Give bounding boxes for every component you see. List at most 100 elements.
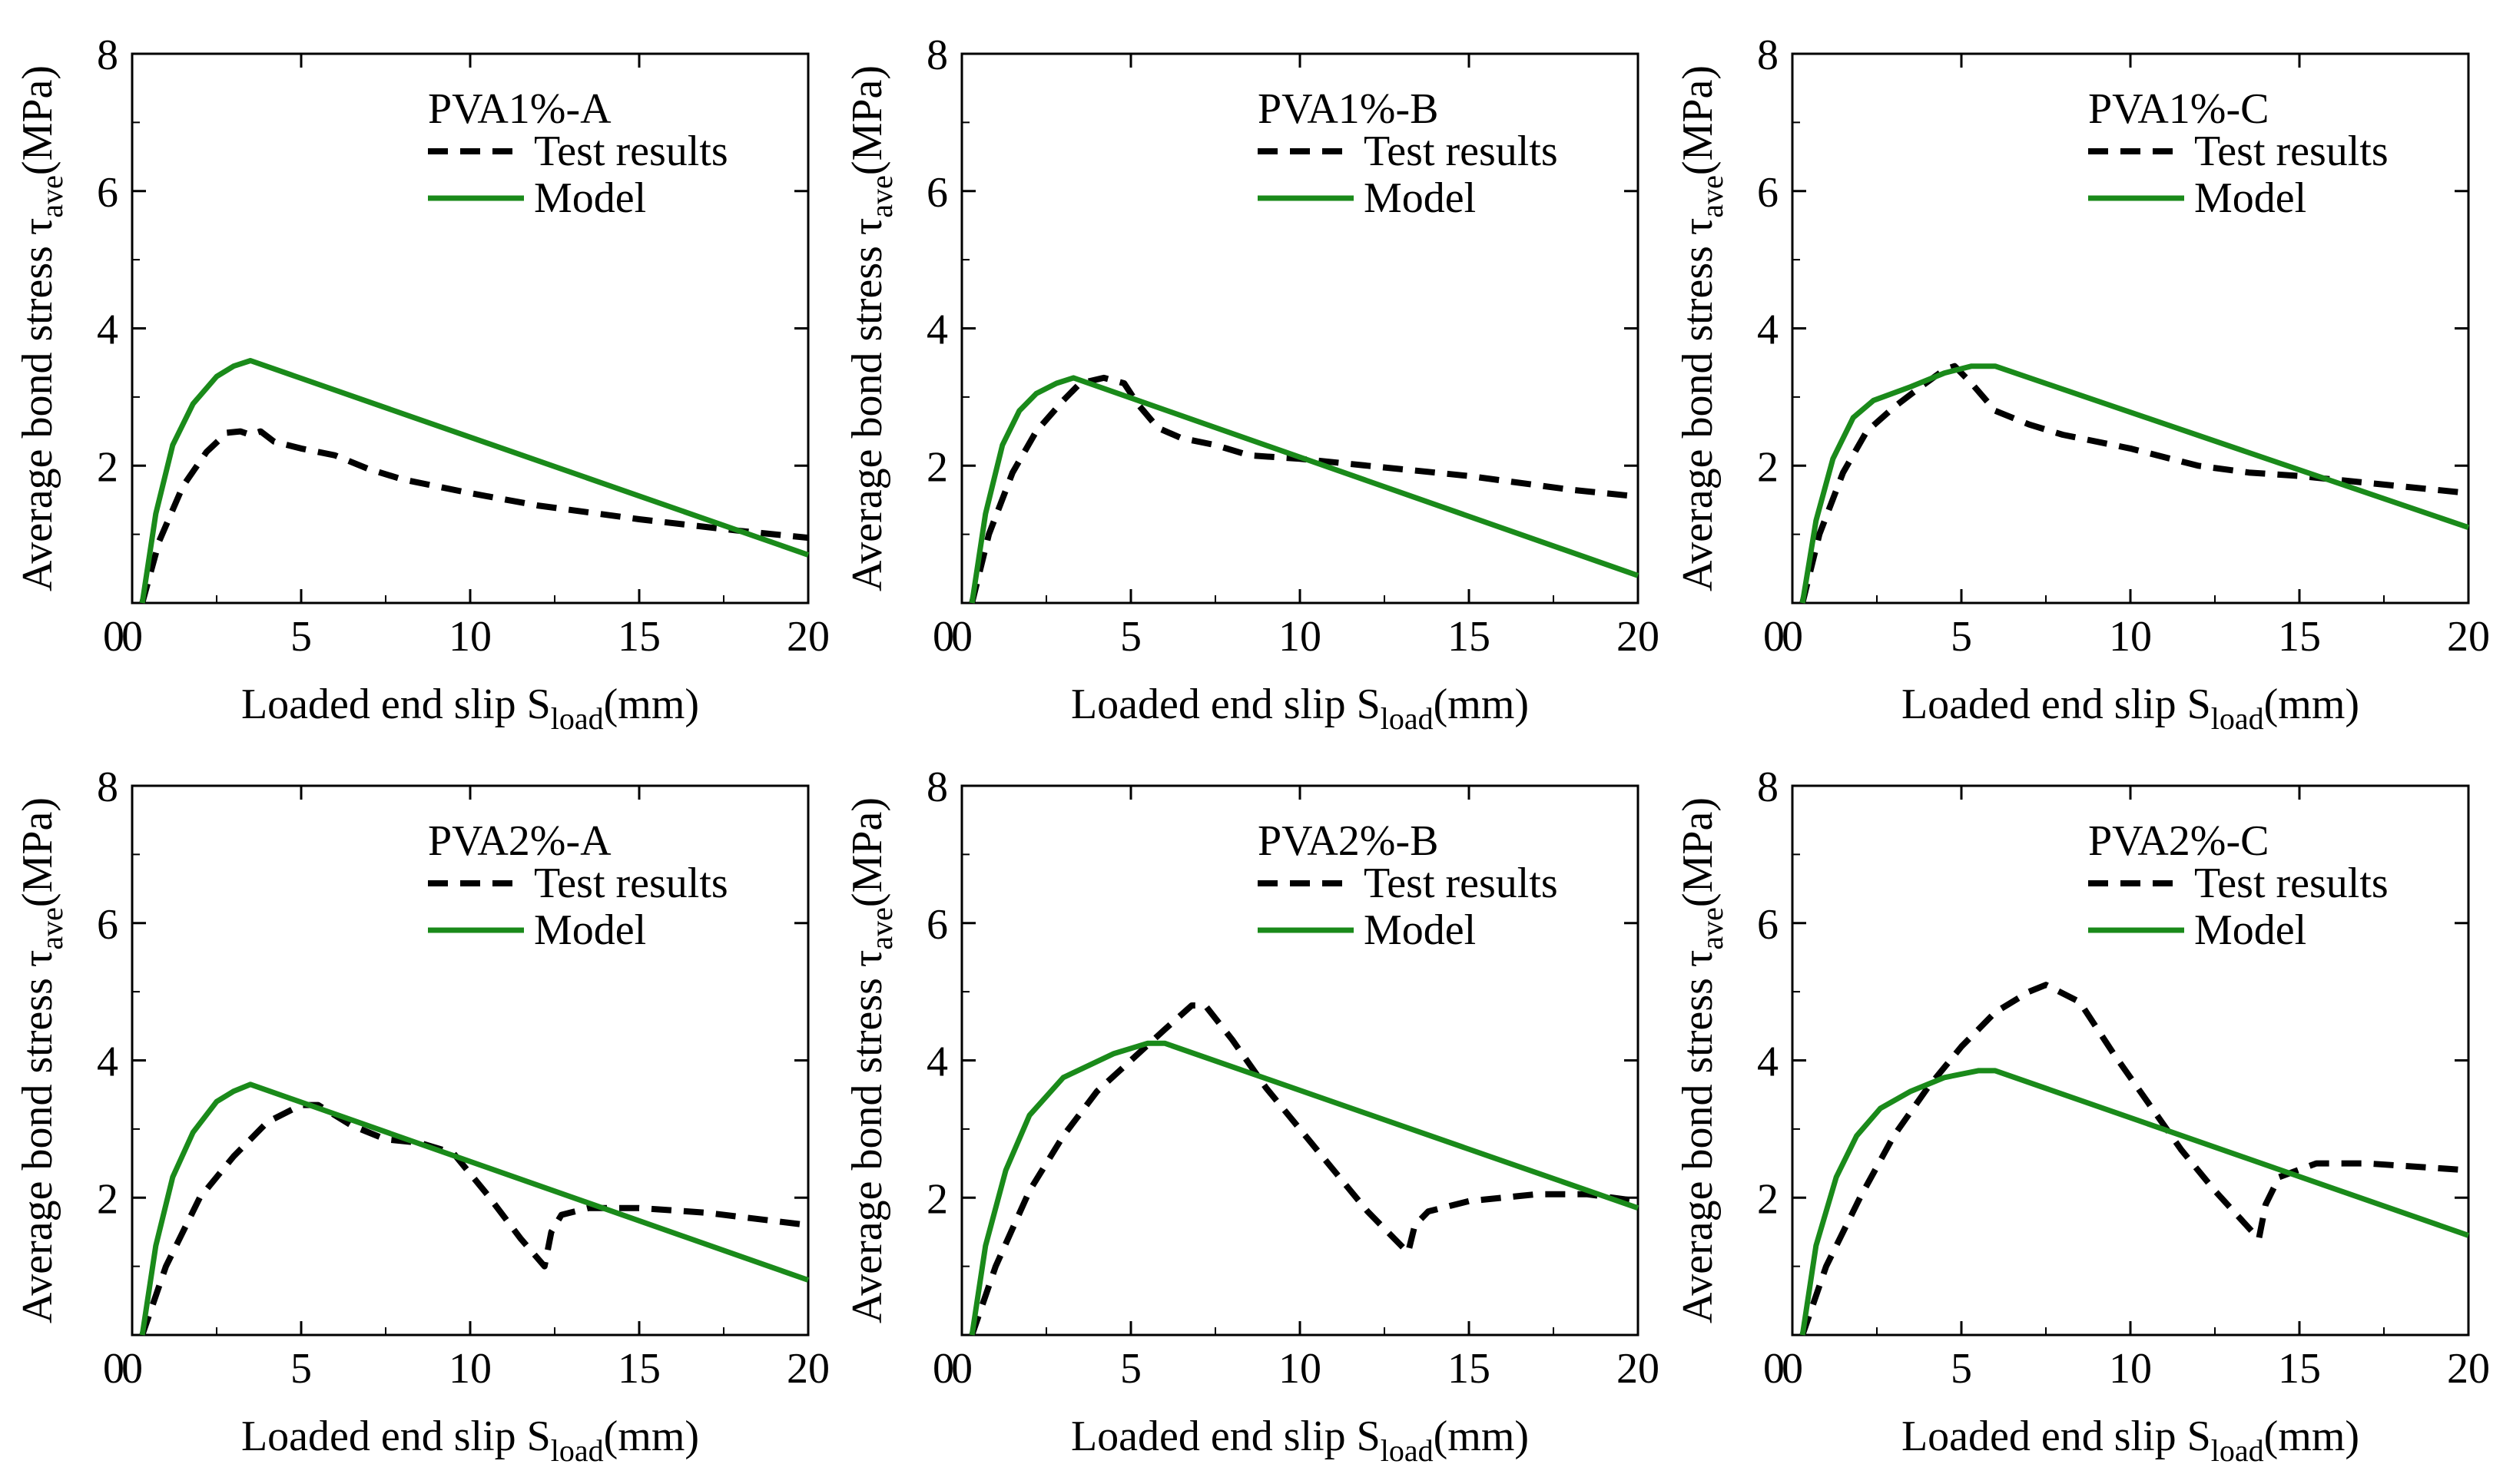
chart-panel-1: 0 5 10 15 20 0 2 4 6 8 Loaded end slip Sload(mm) Av… bbox=[14, 31, 830, 736]
y-tick-label: 8 bbox=[97, 764, 118, 811]
x-tick-label: 0 bbox=[121, 1345, 143, 1393]
legend-model-label: Model bbox=[2194, 174, 2306, 222]
x-tick-label: 10 bbox=[1278, 1345, 1321, 1393]
panel-title: PVA1%-B bbox=[1258, 85, 1438, 133]
model-line bbox=[1799, 1068, 2470, 1336]
y-tick-label: 4 bbox=[97, 1038, 118, 1086]
x-tick-label: 0 bbox=[121, 613, 143, 661]
y-tick-label: 2 bbox=[927, 443, 948, 491]
panel-title: PVA1%-A bbox=[428, 85, 612, 133]
y-tick-label: 4 bbox=[1757, 306, 1779, 354]
x-tick-label: 10 bbox=[1278, 613, 1321, 661]
chart-panel-3: 0 5 10 15 20 0 2 4 6 8 Loaded end slip Sload(mm) Av… bbox=[1674, 31, 2490, 736]
origin-label: 0 bbox=[1763, 613, 1785, 661]
x-tick-label: 5 bbox=[1120, 1345, 1142, 1393]
model-line bbox=[139, 358, 810, 604]
x-tick-label: 10 bbox=[449, 613, 492, 661]
model-line bbox=[139, 1082, 810, 1336]
y-tick-label: 2 bbox=[1757, 443, 1779, 491]
x-tick-label: 15 bbox=[2278, 613, 2321, 661]
x-tick-label: 10 bbox=[2109, 1345, 2152, 1393]
chart-panel-6: 0 5 10 15 20 0 2 4 6 8 Loaded end slip Sload(mm) Av… bbox=[1674, 764, 2490, 1468]
origin-label: 0 bbox=[933, 1345, 954, 1393]
panel-title: PVA2%-C bbox=[2088, 817, 2269, 865]
x-tick-label: 5 bbox=[1120, 613, 1142, 661]
y-axis-label: Average bond stress τave(MPa) bbox=[844, 797, 899, 1323]
y-tick-label: 8 bbox=[1757, 764, 1779, 811]
x-tick-label: 15 bbox=[2278, 1345, 2321, 1393]
x-tick-label: 10 bbox=[2109, 613, 2152, 661]
y-axis-label: Average bond stress τave(MPa) bbox=[14, 65, 69, 591]
y-tick-label: 2 bbox=[927, 1175, 948, 1223]
x-axis-label: Loaded end slip Sload(mm) bbox=[1071, 1413, 1529, 1468]
x-tick-label: 20 bbox=[1616, 613, 1659, 661]
y-tick-label: 4 bbox=[927, 306, 948, 354]
y-tick-label: 2 bbox=[1757, 1175, 1779, 1223]
y-tick-label: 2 bbox=[97, 1175, 118, 1223]
test-results-line bbox=[1799, 982, 2469, 1337]
y-tick-label: 6 bbox=[1757, 169, 1779, 217]
test-results-line bbox=[969, 1002, 1639, 1337]
legend-test-label: Test results bbox=[2194, 128, 2389, 175]
x-tick-label: 5 bbox=[1951, 1345, 1972, 1393]
y-tick-label: 8 bbox=[97, 31, 118, 79]
origin-label: 0 bbox=[1763, 1345, 1785, 1393]
origin-label: 0 bbox=[103, 1345, 124, 1393]
y-tick-label: 4 bbox=[1757, 1038, 1779, 1086]
legend-test-label: Test results bbox=[534, 860, 728, 907]
y-tick-label: 8 bbox=[927, 764, 948, 811]
x-axis-label: Loaded end slip Sload(mm) bbox=[1901, 1413, 2359, 1468]
y-tick-label: 8 bbox=[927, 31, 948, 79]
test-results-line bbox=[1799, 363, 2469, 604]
chart-panel-4: 0 5 10 15 20 0 2 4 6 8 Loaded end slip Sload(mm) Av… bbox=[14, 764, 830, 1468]
origin-label: 0 bbox=[103, 613, 124, 661]
chart-panel-5: 0 5 10 15 20 0 2 4 6 8 Loaded end slip Sload(mm) Av… bbox=[844, 764, 1659, 1468]
x-tick-label: 10 bbox=[449, 1345, 492, 1393]
y-tick-label: 6 bbox=[97, 169, 118, 217]
x-tick-label: 15 bbox=[1447, 1345, 1490, 1393]
x-tick-label: 5 bbox=[290, 613, 312, 661]
x-axis-label: Loaded end slip Sload(mm) bbox=[241, 1413, 699, 1468]
y-tick-label: 2 bbox=[97, 443, 118, 491]
x-tick-label: 20 bbox=[2447, 1345, 2490, 1393]
x-tick-label: 0 bbox=[951, 613, 973, 661]
test-results-line bbox=[969, 374, 1639, 604]
x-tick-label: 5 bbox=[1951, 613, 1972, 661]
x-tick-label: 20 bbox=[787, 1345, 830, 1393]
y-tick-label: 6 bbox=[927, 169, 948, 217]
x-tick-label: 0 bbox=[1782, 1345, 1803, 1393]
origin-label: 0 bbox=[933, 613, 954, 661]
y-tick-label: 6 bbox=[927, 901, 948, 949]
legend-model-label: Model bbox=[1364, 906, 1476, 954]
legend-test-label: Test results bbox=[534, 128, 728, 175]
y-axis-label: Average bond stress τave(MPa) bbox=[14, 797, 69, 1323]
y-tick-label: 8 bbox=[1757, 31, 1779, 79]
legend-model-label: Model bbox=[1364, 174, 1476, 222]
x-tick-label: 15 bbox=[618, 1345, 661, 1393]
model-line bbox=[969, 375, 1639, 604]
legend-model-label: Model bbox=[534, 906, 646, 954]
y-axis-label: Average bond stress τave(MPa) bbox=[1674, 797, 1729, 1323]
y-tick-label: 4 bbox=[927, 1038, 948, 1086]
x-tick-label: 0 bbox=[951, 1345, 973, 1393]
legend-test-label: Test results bbox=[1364, 860, 1558, 907]
panel-title: PVA2%-A bbox=[428, 817, 612, 865]
x-tick-label: 15 bbox=[1447, 613, 1490, 661]
x-tick-label: 5 bbox=[290, 1345, 312, 1393]
x-tick-label: 20 bbox=[787, 613, 830, 661]
panel-title: PVA2%-B bbox=[1258, 817, 1438, 865]
legend-model-label: Model bbox=[534, 174, 646, 222]
x-tick-label: 20 bbox=[2447, 613, 2490, 661]
x-tick-label: 0 bbox=[1782, 613, 1803, 661]
chart-panel-2: 0 5 10 15 20 0 2 4 6 8 Loaded end slip Sload(mm) Av… bbox=[844, 31, 1659, 736]
y-axis-label: Average bond stress τave(MPa) bbox=[1674, 65, 1729, 591]
x-axis-label: Loaded end slip Sload(mm) bbox=[241, 681, 699, 736]
test-results-line bbox=[139, 1101, 809, 1337]
legend-model-label: Model bbox=[2194, 906, 2306, 954]
x-tick-label: 15 bbox=[618, 613, 661, 661]
legend-test-label: Test results bbox=[2194, 860, 2389, 907]
model-line bbox=[1799, 363, 2470, 604]
x-axis-label: Loaded end slip Sload(mm) bbox=[1071, 681, 1529, 736]
legend-test-label: Test results bbox=[1364, 128, 1558, 175]
